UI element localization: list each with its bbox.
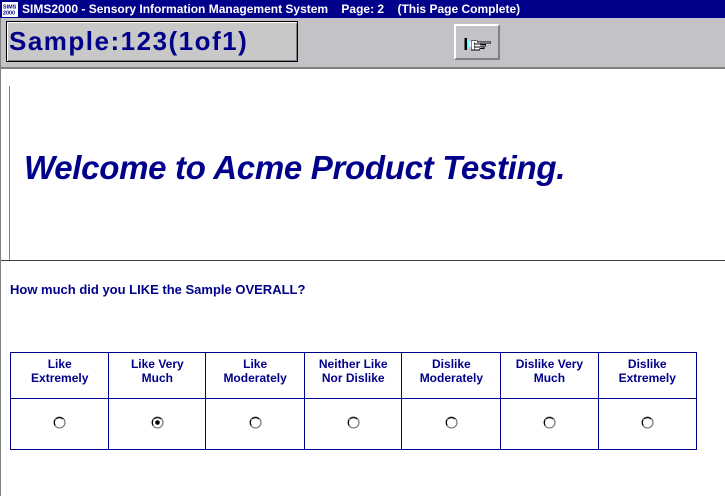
svg-text:2000: 2000 — [3, 10, 15, 16]
